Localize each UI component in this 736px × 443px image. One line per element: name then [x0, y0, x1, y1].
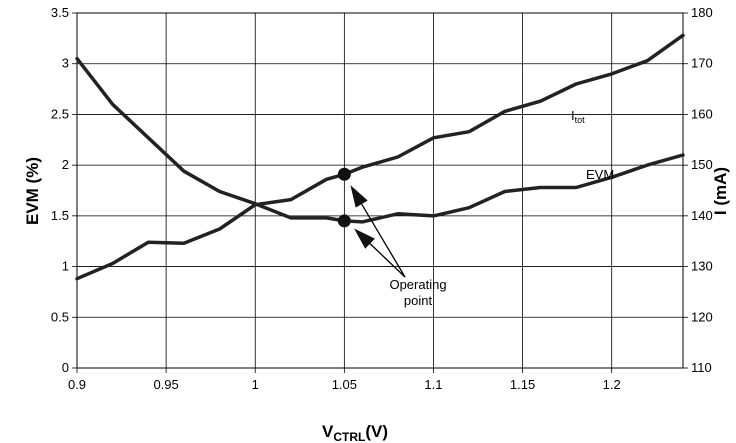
series-lines [75, 33, 685, 281]
y-right-tick-label: 160 [691, 106, 713, 121]
x-axis-title-sub: CTRL [333, 430, 365, 443]
y-left-tick-label: 1 [62, 259, 69, 274]
series-label-evm: EVM [586, 167, 614, 182]
operating-point-marker-evm [337, 214, 351, 228]
series-label-itot: Itot [571, 108, 585, 125]
y-right-tick-label: 150 [691, 157, 713, 172]
y-axis-right-title: I (mA) [711, 167, 730, 215]
series-label-itot-sub: tot [575, 115, 586, 125]
operating-point-label-line1: Operating [389, 277, 446, 292]
y-axis-left-title: EVM (%) [23, 157, 42, 225]
y-left-tick-label: 0.5 [51, 309, 69, 324]
y-left-tick-label: 3 [62, 56, 69, 71]
operating-point-marker-current [337, 167, 351, 181]
operating-point-markers [337, 167, 406, 278]
operating-point-arrow-evm [354, 228, 406, 278]
x-tick-label: 1.1 [424, 377, 442, 392]
y-right-tick-label: 110 [691, 360, 712, 375]
y-right-tick-label: 120 [691, 309, 713, 324]
y-left-tick-label: 2.5 [51, 106, 69, 121]
x-tick-label: 1.05 [332, 377, 357, 392]
x-tick-label: 0.95 [153, 377, 178, 392]
x-axis-title-main: V [322, 422, 334, 441]
y-left-tick-label: 3.5 [51, 5, 69, 20]
x-tick-label: 0.9 [68, 377, 86, 392]
x-tick-label: 1.15 [510, 377, 535, 392]
x-axis-title-suffix: (V) [365, 422, 388, 441]
y-left-tick-label: 2 [62, 157, 69, 172]
y-left-tick-label: 0 [62, 360, 69, 375]
x-axis-title: VCTRL(V) [322, 422, 388, 443]
plot-frame [76, 12, 684, 369]
grid-lines [72, 12, 688, 373]
y-left-tick-label: 1.5 [51, 208, 69, 223]
y-right-tick-label: 180 [691, 5, 713, 20]
series-label-itot-main: I [571, 108, 575, 123]
x-tick-label: 1 [252, 377, 259, 392]
operating-point-arrow-current [350, 185, 406, 278]
y-right-tick-label: 140 [691, 208, 713, 223]
y-right-tick-label: 130 [691, 259, 713, 274]
operating-point-label-line2: point [404, 293, 433, 308]
series-line-itot [75, 33, 685, 281]
x-tick-label: 1.2 [603, 377, 621, 392]
series-line-evm [75, 56, 685, 224]
y-right-tick-label: 170 [691, 56, 713, 71]
tick-labels: 0 0.5 1 1.5 2 2.5 3 3.5 110 120 130 140 150 160 170 180… [51, 5, 713, 392]
